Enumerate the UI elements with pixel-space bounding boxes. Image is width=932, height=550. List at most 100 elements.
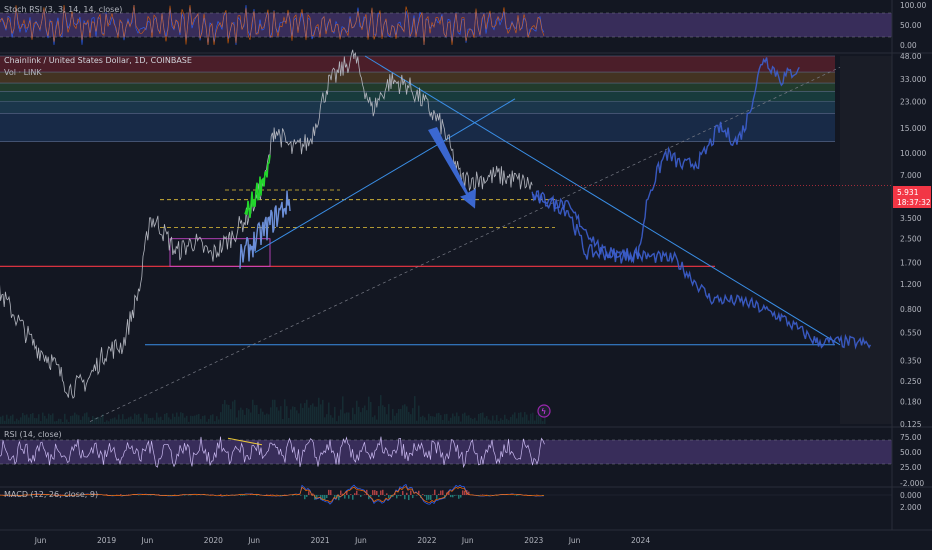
fib-band	[0, 72, 835, 84]
volume-bar	[52, 413, 54, 424]
volume-bar	[126, 418, 128, 424]
volume-bar	[224, 400, 226, 424]
volume-bar	[148, 417, 150, 424]
volume-bar	[4, 420, 6, 424]
volume-bar	[504, 414, 506, 424]
volume-bar	[238, 410, 240, 424]
macd-histogram-bar	[434, 489, 436, 495]
stoch-tick-label: 0.00	[900, 41, 917, 50]
stoch-rsi-label[interactable]: Stoch RSI (3, 3, 14, 14, close)	[4, 5, 122, 14]
macd-histogram-bar	[374, 490, 376, 495]
volume-bar	[120, 419, 122, 424]
macd-histogram-bar	[342, 493, 344, 495]
volume-bar	[528, 420, 530, 424]
lightning-icon[interactable]	[537, 404, 551, 418]
price-tick-label: 10.000	[900, 149, 926, 158]
macd-histogram-bar	[356, 490, 358, 495]
volume-bar	[136, 414, 138, 424]
volume-bar	[500, 418, 502, 424]
price-tick-label: 1.200	[900, 280, 922, 289]
time-tick-label: 2021	[311, 536, 330, 545]
chart-title[interactable]: Chainlink / United States Dollar, 1D, CO…	[4, 56, 192, 65]
price-axis[interactable]: 100.00 50.00 0.00 48.00 33.000 23.000 15.000 10…	[891, 0, 926, 530]
time-tick-label: Jun	[34, 536, 47, 545]
volume-bar	[334, 406, 336, 424]
macd-histogram-bar	[424, 495, 426, 497]
time-axis[interactable]: Jun 2019 Jun 2020 Jun 2021 Jun 2022 Jun 2023 Jun 20…	[0, 529, 932, 545]
macd-histogram-bar	[388, 495, 390, 499]
price-tick-label: 7.000	[900, 171, 922, 180]
volume-bar	[82, 416, 84, 424]
volume-bar	[386, 414, 388, 424]
volume-bar	[460, 421, 462, 424]
volume-bar	[392, 408, 394, 424]
macd-histogram-bar	[496, 495, 498, 496]
volume-bar	[374, 415, 376, 424]
macd-histogram-bar	[168, 495, 170, 496]
volume-bar	[92, 415, 94, 424]
volume-bar	[326, 414, 328, 424]
price-tick-label: 0.180	[900, 397, 922, 406]
macd-histogram-bar	[482, 494, 484, 495]
volume-bar	[538, 413, 540, 424]
volume-bar	[544, 416, 546, 424]
volume-bar	[398, 408, 400, 424]
macd-histogram-bar	[454, 495, 456, 496]
volume-bar	[228, 404, 230, 424]
macd-label[interactable]: MACD (12, 26, close, 9)	[4, 490, 98, 499]
volume-bar	[480, 412, 482, 424]
macd-histogram-bar	[386, 493, 388, 495]
macd-histogram-bar	[372, 490, 374, 495]
volume-bar	[146, 414, 148, 424]
volume-bar	[72, 415, 74, 424]
volume-bar	[274, 399, 276, 424]
volume-bar	[466, 415, 468, 424]
volume-bar	[18, 420, 20, 424]
macd-histogram-bar	[426, 495, 428, 501]
volume-bar	[192, 416, 194, 424]
volume-bar	[502, 419, 504, 424]
volume-bar	[114, 417, 116, 424]
volume-bar	[350, 420, 352, 424]
volume-bar	[482, 412, 484, 424]
volume-bar	[16, 418, 18, 424]
volume-bar	[278, 410, 280, 424]
volume-bar	[108, 421, 110, 424]
macd-histogram-bar	[304, 495, 306, 500]
ascending-trendline	[254, 98, 516, 253]
volume-bar	[520, 412, 522, 424]
macd-histogram-bar	[462, 490, 464, 495]
volume-bar	[526, 414, 528, 424]
volume-bar	[0, 416, 2, 424]
price-tick-label: 0.125	[900, 420, 922, 429]
volume-bar	[208, 418, 210, 424]
volume-bar	[298, 413, 300, 424]
volume-bar	[356, 400, 358, 424]
volume-bar	[12, 414, 14, 424]
volume-label[interactable]: Vol · LINK	[4, 68, 42, 77]
volume-bar	[2, 415, 4, 424]
macd-histogram-bar	[346, 490, 348, 495]
volume-bar	[104, 421, 106, 424]
volume-bar	[194, 415, 196, 424]
volume-bar	[412, 408, 414, 424]
volume-bar	[446, 413, 448, 424]
volume-bar	[38, 414, 40, 424]
volume-bar	[134, 413, 136, 424]
volume-bar	[144, 413, 146, 424]
macd-histogram-bar	[422, 494, 424, 495]
rsi-band	[0, 440, 892, 464]
volume-bar	[154, 420, 156, 424]
macd-tick-label: 0.000	[900, 491, 922, 500]
volume-bar	[210, 415, 212, 424]
macd-histogram-bar	[60, 494, 62, 495]
volume-bar	[60, 419, 62, 424]
volume-bar	[508, 420, 510, 424]
macd-histogram-bar	[366, 489, 368, 495]
volume-bar	[156, 412, 158, 424]
volume-bar	[532, 412, 534, 424]
macd-histogram-bar	[416, 495, 418, 496]
rsi-label[interactable]: RSI (14, close)	[4, 430, 62, 439]
macd-histogram-bar	[348, 495, 350, 499]
